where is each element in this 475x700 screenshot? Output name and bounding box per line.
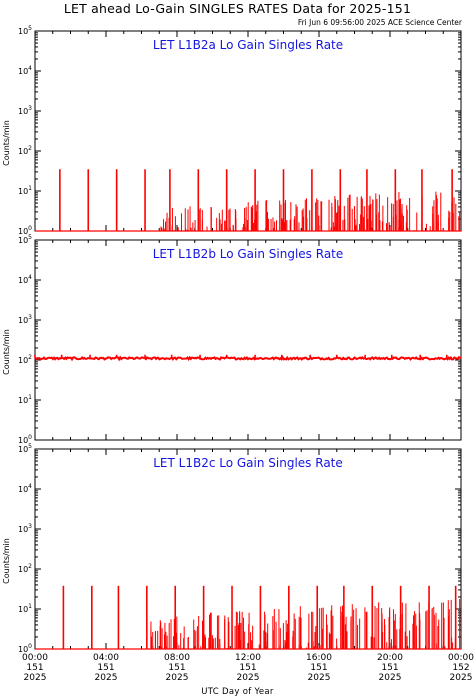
plot-frame <box>34 239 462 441</box>
x-tick-label-time: 16:00 <box>306 653 332 663</box>
y-tick-label: 103 <box>18 523 32 534</box>
y-tick-label: 102 <box>18 354 32 365</box>
y-tick-label: 104 <box>18 65 32 76</box>
x-tick-label-year: 2025 <box>379 673 402 683</box>
x-axis-title: UTC Day of Year <box>201 687 274 697</box>
x-tick-label-year: 2025 <box>237 673 260 683</box>
y-axis-label: Counts/min <box>2 538 11 584</box>
chart-main-title: LET ahead Lo-Gain SINGLES RATES Data for… <box>63 1 412 16</box>
x-tick-label-time: 08:00 <box>164 653 190 663</box>
panel-title: LET L1B2a Lo Gain Singles Rate <box>153 38 343 52</box>
y-axis-label: Counts/min <box>2 120 11 166</box>
x-tick-label-doy: 152 <box>452 663 469 673</box>
panel-1: 100 101 102 103 104 105 Counts/min LET L1B2a Lo… <box>2 25 462 236</box>
y-tick-label: 104 <box>18 483 32 494</box>
x-tick-label-doy: 151 <box>310 663 327 673</box>
plot-frame <box>34 448 462 650</box>
x-tick-label-year: 2025 <box>95 673 118 683</box>
x-tick-label-doy: 151 <box>239 663 256 673</box>
y-tick-label: 105 <box>18 234 32 245</box>
panel-3: 100 101 102 103 104 105 Counts/min LET L1B2c Lo… <box>2 443 462 654</box>
y-tick-label: 103 <box>18 105 32 116</box>
x-tick-label-doy: 151 <box>168 663 185 673</box>
y-tick-label: 101 <box>18 185 32 196</box>
y-tick-label: 102 <box>18 563 32 574</box>
x-tick-label-year: 2025 <box>308 673 331 683</box>
y-tick-label: 100 <box>18 434 32 445</box>
panel-title: LET L1B2b Lo Gain Singles Rate <box>153 247 344 261</box>
baseline-line <box>34 355 462 362</box>
x-tick-label-time: 00:00 <box>448 653 474 663</box>
generated-timestamp: Fri Jun 6 09:56:00 2025 ACE Science Cent… <box>297 18 462 27</box>
x-tick-label-year: 2025 <box>450 673 473 683</box>
y-tick-label: 102 <box>18 145 32 156</box>
y-tick-label: 105 <box>18 25 32 36</box>
y-tick-label: 100 <box>18 225 32 236</box>
x-tick-label-doy: 151 <box>381 663 398 673</box>
data-trace <box>34 354 462 362</box>
x-tick-label-time: 00:00 <box>22 653 48 663</box>
data-trace <box>35 585 461 650</box>
x-tick-label-year: 2025 <box>24 673 47 683</box>
y-axis-label: Counts/min <box>2 329 11 375</box>
y-tick-label: 100 <box>18 643 32 654</box>
y-tick-label: 101 <box>18 394 32 405</box>
y-tick-label: 105 <box>18 443 32 454</box>
x-tick-label-time: 04:00 <box>93 653 119 663</box>
x-tick-label-time: 20:00 <box>377 653 403 663</box>
x-tick-label-doy: 151 <box>26 663 43 673</box>
x-tick-label-time: 12:00 <box>235 653 261 663</box>
y-tick-label: 104 <box>18 274 32 285</box>
panel-2: 100 101 102 103 104 105 Counts/min LET L1B2b Lo… <box>2 234 462 445</box>
panel-title: LET L1B2c Lo Gain Singles Rate <box>153 456 343 470</box>
y-tick-label: 101 <box>18 603 32 614</box>
x-tick-label-year: 2025 <box>166 673 189 683</box>
data-trace <box>35 169 461 232</box>
x-tick-label-doy: 151 <box>97 663 114 673</box>
y-tick-label: 103 <box>18 314 32 325</box>
